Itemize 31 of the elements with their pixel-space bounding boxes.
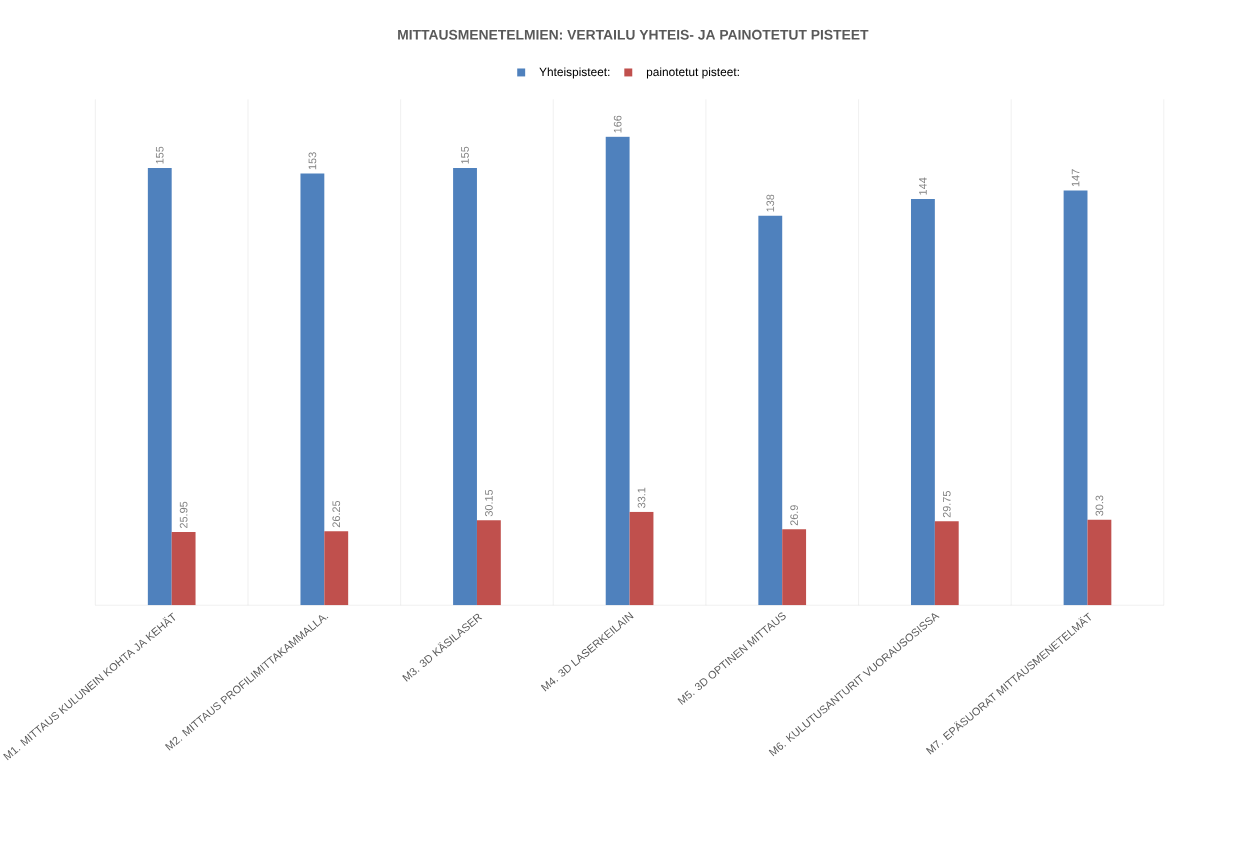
data-label: 155	[461, 146, 469, 164]
data-label: 144	[919, 177, 927, 195]
data-label: 29.75	[942, 491, 951, 518]
data-label: 33.1	[637, 487, 646, 509]
data-label: 155	[155, 146, 164, 164]
bar	[1087, 519, 1112, 606]
data-label: 30.15	[485, 490, 493, 517]
bar	[300, 173, 325, 606]
bar	[782, 529, 807, 606]
data-label: 166	[613, 115, 622, 133]
legend-label: painotetut pisteet:	[646, 67, 739, 79]
bar	[910, 199, 935, 606]
bar	[629, 512, 654, 606]
data-label: 138	[766, 194, 775, 212]
chart-title: MITTAUSMENETELMIEN: VERTAILU YHTEIS- JA PAINOTETUT PISTEET	[398, 30, 869, 40]
data-label: 25.95	[179, 501, 188, 529]
bar	[1063, 190, 1088, 606]
bar	[605, 136, 630, 606]
legend-label: Yhteispisteet:	[539, 67, 610, 79]
data-label: 30.3	[1095, 495, 1104, 516]
data-label: 147	[1071, 169, 1080, 187]
data-label: 26.25	[332, 501, 341, 528]
bar	[324, 531, 349, 606]
bar	[758, 216, 783, 606]
bar	[453, 168, 477, 606]
bar	[171, 532, 196, 606]
bar	[147, 168, 172, 606]
bar	[934, 521, 959, 606]
data-label: 26.9	[790, 505, 798, 526]
data-label: 153	[308, 152, 317, 170]
bar	[476, 520, 501, 606]
